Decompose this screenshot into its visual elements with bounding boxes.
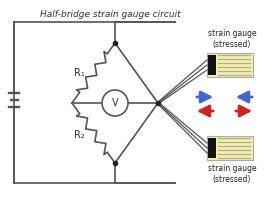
Circle shape: [102, 90, 128, 116]
Text: V: V: [112, 98, 118, 108]
Text: strain gauge
(stressed): strain gauge (stressed): [208, 29, 256, 49]
Text: strain gauge
(stressed): strain gauge (stressed): [208, 164, 256, 184]
Bar: [207, 53, 253, 77]
Bar: [208, 138, 216, 158]
Text: R₂: R₂: [74, 130, 84, 140]
Bar: [208, 55, 216, 75]
Bar: [207, 136, 253, 160]
Text: R₁: R₁: [74, 68, 84, 78]
Text: Half-bridge strain gauge circuit: Half-bridge strain gauge circuit: [40, 10, 180, 19]
